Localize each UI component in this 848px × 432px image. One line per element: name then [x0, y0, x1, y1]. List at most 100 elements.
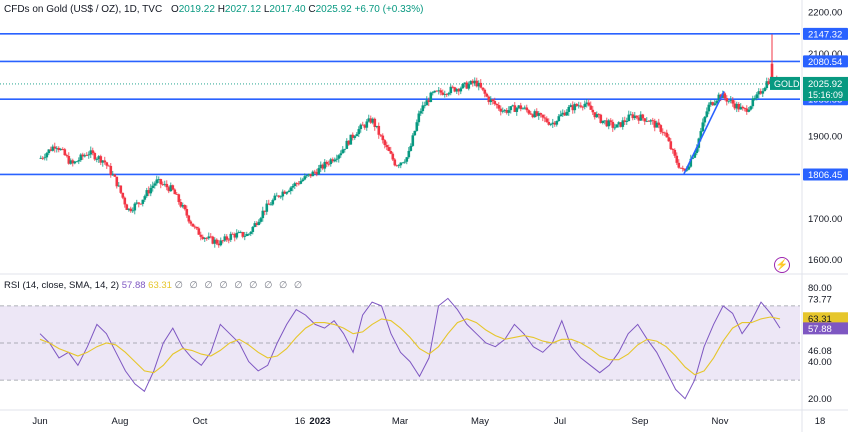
candle-body	[499, 108, 503, 112]
candle-body	[481, 87, 485, 90]
candle-body	[689, 158, 693, 167]
candle-body	[471, 80, 475, 84]
candle-body	[437, 90, 441, 92]
last-price-label: 2025.92	[808, 79, 842, 90]
rsi-tick-label: 73.77	[808, 294, 832, 305]
candle-body	[85, 155, 89, 157]
candle-body	[441, 92, 445, 95]
candle-body	[737, 103, 741, 110]
candle-body	[449, 86, 453, 94]
candle-body	[713, 103, 717, 106]
candle-body	[421, 105, 425, 112]
candle-body	[601, 120, 605, 123]
time-tick-label: Jun	[32, 416, 47, 427]
candle-body	[181, 205, 185, 207]
candle-body	[313, 171, 317, 173]
candle-body	[387, 147, 391, 151]
candle-body	[395, 165, 399, 167]
lightning-icon[interactable]: ⚡	[774, 257, 790, 273]
candle-body	[291, 186, 295, 188]
candle-body	[537, 113, 541, 116]
candlestick-series	[39, 34, 781, 248]
candle-body	[509, 106, 513, 111]
candle-body	[137, 202, 141, 204]
gold-symbol-tag	[770, 76, 800, 90]
candle-body	[115, 176, 119, 187]
support-resistance-lines[interactable]	[0, 33, 800, 176]
candle-body	[571, 105, 575, 111]
candle-body	[393, 159, 397, 166]
level-tag	[803, 168, 848, 181]
rsi-tick-label: 57.88	[808, 324, 832, 335]
candle-body	[615, 124, 619, 128]
candle-body	[295, 183, 299, 184]
candle-body	[745, 108, 749, 112]
candle-body	[215, 239, 219, 244]
candle-body	[429, 92, 433, 103]
candle-body	[299, 181, 303, 184]
candle-body	[189, 221, 193, 224]
candle-body	[239, 231, 243, 233]
candle-body	[647, 120, 651, 122]
candle-body	[113, 174, 117, 177]
level-tag-label: 2147.32	[808, 29, 842, 40]
candle-body	[503, 110, 507, 111]
candle-body	[725, 98, 729, 102]
candle-body	[359, 124, 363, 130]
candle-body	[609, 120, 613, 122]
candle-body	[727, 100, 731, 102]
rsi-tick-label: 40.00	[808, 357, 832, 368]
candle-body	[625, 121, 629, 122]
rsi-tick-label: 20.00	[808, 394, 832, 405]
time-axis[interactable]: Jun Aug Oct 16 2023 Mar May Jul Sep Nov 18	[32, 416, 825, 427]
candle-body	[353, 136, 357, 138]
candle-body	[641, 114, 645, 119]
candle-body	[403, 161, 407, 163]
candle-body	[377, 125, 381, 135]
candle-body	[139, 203, 143, 205]
candle-body	[687, 166, 691, 170]
candle-body	[65, 155, 69, 157]
candle-body	[455, 88, 459, 92]
rsi-label[interactable]: RSI (14, close, SMA, 14, 2)	[4, 280, 120, 291]
candle-body	[333, 159, 337, 162]
candle-body	[511, 105, 515, 107]
candle-body	[349, 134, 353, 145]
candle-body	[73, 161, 77, 164]
candle-body	[621, 120, 625, 127]
candle-body	[611, 121, 615, 128]
candle-body	[385, 145, 389, 148]
candle-body	[109, 165, 113, 175]
rsi-value: 57.88	[121, 280, 146, 291]
candle-body	[71, 160, 75, 164]
trend-line[interactable]	[683, 90, 725, 175]
candle-body	[209, 236, 213, 238]
candle-body	[247, 233, 251, 235]
candle-body	[41, 157, 45, 159]
candle-body	[691, 157, 695, 159]
candle-body	[461, 83, 465, 89]
candle-body	[221, 240, 225, 242]
candle-body	[639, 114, 643, 121]
candle-body	[557, 116, 561, 122]
candle-body	[411, 135, 415, 146]
candle-body	[275, 195, 279, 197]
candle-body	[331, 159, 335, 162]
candle-body	[351, 134, 355, 138]
price-axis[interactable]: 2200.002100.001900.001800.001700.001600.…	[770, 8, 848, 406]
time-tick-label: Sep	[632, 416, 649, 427]
chart-header: CFDs on Gold (US$ / OZ), 1D, TVC O2019.2…	[4, 4, 424, 15]
time-tick-label: 18	[815, 416, 826, 427]
time-tick-label: 16	[295, 416, 306, 427]
candle-body	[75, 161, 79, 163]
candle-body	[361, 124, 365, 126]
candle-body	[577, 105, 581, 107]
candle-body	[597, 114, 601, 115]
candle-body	[309, 173, 313, 177]
candle-body	[279, 196, 283, 198]
trend-line-segment	[683, 90, 725, 175]
candle-body	[199, 234, 203, 237]
candle-body	[39, 157, 43, 159]
symbol-title[interactable]: CFDs on Gold (US$ / OZ), 1D, TVC	[4, 4, 163, 15]
